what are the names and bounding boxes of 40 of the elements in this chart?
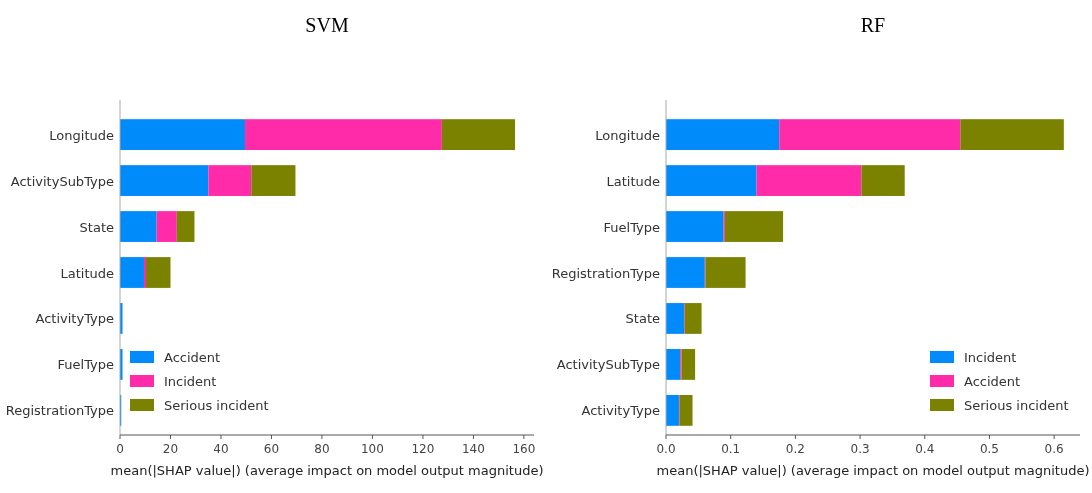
x-tick-label: 0.3 [850,442,870,456]
y-tick-label: State [625,311,660,327]
legend-label: Serious incident [964,398,1069,413]
y-tick-label: ActivitySubType [556,357,660,373]
x-tick-label: 80 [314,442,330,456]
x-axis-title: mean(|SHAP value|) (average impact on model output magnitude) [110,463,544,478]
x-tick-label: 160 [512,442,536,456]
y-tick-label: Longitude [49,127,114,143]
y-tick-label: State [79,219,114,235]
y-tick-label: Longitude [595,127,660,143]
x-tick-label: 100 [360,442,384,456]
y-tick-label: RegistrationType [551,265,660,281]
legend-label: Accident [164,350,221,365]
x-tick-label: 0.0 [656,442,676,456]
y-tick-label: Latitude [60,265,114,281]
chart-title: SVM [305,14,349,36]
x-tick-label: 0.4 [915,442,935,456]
chart-title: RF [860,14,886,36]
y-tick-label: ActivityType [581,403,660,419]
x-tick-label: 60 [263,442,280,456]
x-tick-label: 0.5 [979,442,999,456]
x-tick-label: 120 [411,442,435,456]
y-tick-label: RegistrationType [5,403,114,419]
x-tick-label: 20 [162,442,179,456]
x-tick-label: 140 [461,442,485,456]
y-tick-label: ActivityType [35,311,114,327]
x-tick-label: 0.2 [785,442,805,456]
x-tick-label: 0.1 [721,442,741,456]
x-tick-label: 0 [116,442,124,456]
x-tick-label: 0.6 [1044,442,1064,456]
legend-label: Incident [964,350,1017,365]
y-tick-label: Latitude [606,173,660,189]
legend-label: Serious incident [164,398,269,413]
legend-label: Incident [164,374,217,389]
legend-label: Accident [964,374,1021,389]
y-tick-label: FuelType [57,357,114,373]
x-tick-label: 40 [213,442,229,456]
y-tick-label: ActivitySubType [10,173,114,189]
y-tick-label: FuelType [603,219,660,235]
x-axis-title: mean(|SHAP value|) (average impact on model output magnitude) [656,463,1090,478]
